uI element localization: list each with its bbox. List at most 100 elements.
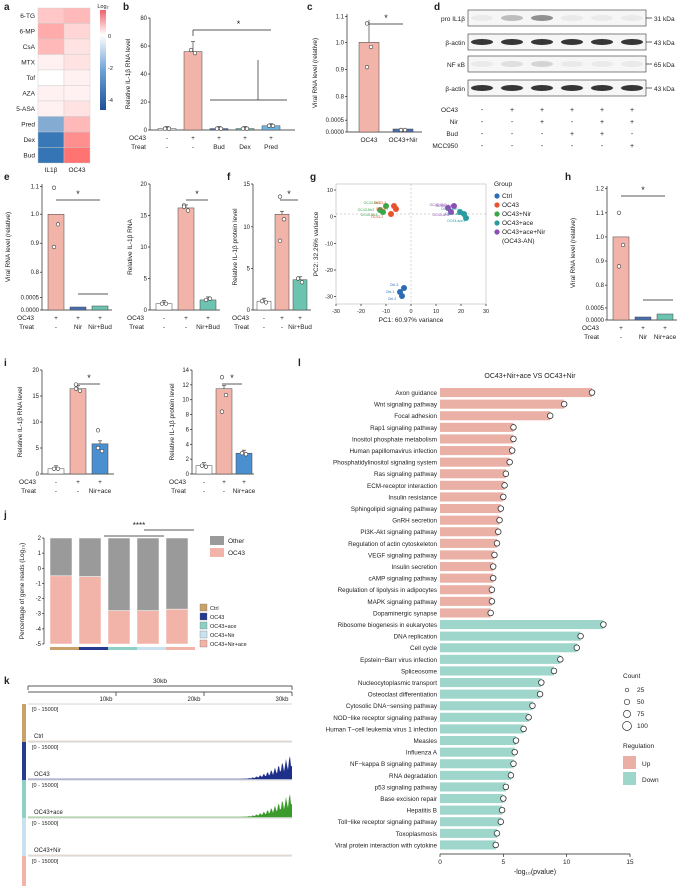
data-point <box>277 238 283 243</box>
blot-cond: - <box>571 119 574 126</box>
pathway-label: Regulation of lipolysis in adipocytes <box>338 587 437 594</box>
bar-oc43 <box>78 576 102 645</box>
x-cond: - <box>55 479 57 486</box>
y-tick-label: 6 <box>186 427 190 433</box>
y-tick-label: -5 <box>36 642 42 648</box>
count-dot <box>560 400 568 408</box>
x-row-label: Treat <box>21 488 36 495</box>
pathway-bar <box>440 643 577 653</box>
bar <box>47 213 65 311</box>
y-axis-label: Viral RNA level (relative) <box>570 218 577 288</box>
y-tick-label: -3 <box>36 612 42 618</box>
blot-row-label: MCC950 <box>432 143 458 150</box>
blot-band <box>591 61 613 67</box>
count-dot <box>538 679 545 686</box>
heatmap-cell <box>63 54 91 71</box>
legend-size-dot <box>623 698 631 706</box>
bar-oc43 <box>136 610 160 645</box>
heatmap-cell <box>37 100 65 117</box>
y-tick-label: 1 <box>38 551 42 557</box>
pca-point-label: OC43-AN3 <box>435 204 452 208</box>
data-point <box>616 210 622 215</box>
pathway-label: Ribosome biogenesis in eukaryotes <box>338 622 437 629</box>
pathway-bar <box>440 794 504 804</box>
x-cond: Nir+ace <box>89 488 112 495</box>
count-dot <box>588 389 596 396</box>
x-cond: + <box>280 315 284 322</box>
group-strip <box>79 647 108 650</box>
data-point <box>240 126 246 131</box>
heatmap-row-label: CsA <box>23 44 36 51</box>
pca-point-label: OC43-Nir3 <box>364 201 381 205</box>
blot-row-label: Bud <box>446 131 458 138</box>
x-row-label: Treat <box>171 488 186 495</box>
pathway-label: ECM-receptor interaction <box>367 483 437 490</box>
bar-oc43 <box>358 42 380 133</box>
pathway-label: VEGF signaling pathway <box>368 552 438 559</box>
count-dot <box>577 632 584 640</box>
heatmap-legend-tick: -4 <box>108 98 113 104</box>
bar <box>274 213 290 311</box>
count-dot <box>529 702 536 709</box>
x-cond-treat: Dex <box>239 144 251 151</box>
y-axis-label: Relative IL-1β RNA <box>127 218 134 274</box>
legend-label: 100 <box>637 723 648 730</box>
kda-label: 43 kDa <box>654 86 675 93</box>
data-point <box>203 297 209 303</box>
data-point <box>263 300 269 305</box>
count-dot <box>495 528 502 535</box>
x-cond: Nir <box>74 324 83 331</box>
blot-band <box>531 39 553 45</box>
data-point <box>51 244 57 250</box>
kda-label: 31 kDa <box>654 16 675 23</box>
x-cond: - <box>55 488 57 495</box>
heatmap-cell <box>63 131 91 148</box>
pathway-label: Axon guidance <box>395 390 437 397</box>
blot-band <box>501 61 523 67</box>
pathway-bar <box>440 550 495 560</box>
heatmap-cell <box>37 23 65 40</box>
pathway-bar <box>440 817 501 827</box>
blot-band <box>621 15 643 21</box>
heatmap-row-label: Tof <box>26 75 35 82</box>
x-cond: Nir+Bud <box>288 324 312 331</box>
pathway-label: Toxoplasmosis <box>396 831 437 838</box>
data-point <box>219 409 225 414</box>
panel-a-heatmap: 6-TG 6-MP CsA MTX Tof AZA 5-ASA Pred Dex Bud IL1β O… <box>16 4 113 174</box>
data-point <box>162 126 168 131</box>
pathway-label: Toll−like receptor signaling pathway <box>338 819 438 826</box>
blot-band <box>561 61 583 67</box>
blot-label: NF κB <box>447 62 465 69</box>
x-cond: + <box>619 325 623 332</box>
x-cond: + <box>298 315 302 322</box>
data-point <box>163 301 169 306</box>
data-point <box>239 451 245 456</box>
blot-cond: - <box>631 131 634 138</box>
pca-point <box>448 209 454 215</box>
heatmap-cell <box>37 131 65 148</box>
y-tick-label: 0 <box>330 215 333 221</box>
heatmap-col-label: IL1β <box>45 167 58 174</box>
blot-cond: - <box>511 119 514 126</box>
heatmap-cell <box>63 69 91 86</box>
x-cond: - <box>203 479 205 486</box>
significance-star: * <box>287 189 291 199</box>
y-tick-label: 0 <box>144 308 148 314</box>
blot-cond: + <box>630 119 634 126</box>
count-dot <box>501 482 508 489</box>
data-point <box>244 126 250 131</box>
legend-title: Count <box>623 673 641 680</box>
y-tick-label: 10 <box>243 225 250 231</box>
y-tick-label: 0.0000 <box>21 308 40 314</box>
x-cond: - <box>263 324 265 331</box>
data-point <box>185 208 191 213</box>
track-label: OC43 <box>34 772 50 778</box>
legend-swatch <box>210 536 224 545</box>
pathway-label: Focal adhesion <box>394 413 437 420</box>
pathway-bar <box>440 538 497 548</box>
x-row-label: Treat <box>234 324 249 331</box>
y-tick-label: 0.9 <box>336 67 345 73</box>
x-cond: Nir+Bud <box>88 324 112 331</box>
y-tick-label: 10 <box>182 398 189 404</box>
pathway-label: Viral protein interaction with cytokine <box>335 842 438 849</box>
